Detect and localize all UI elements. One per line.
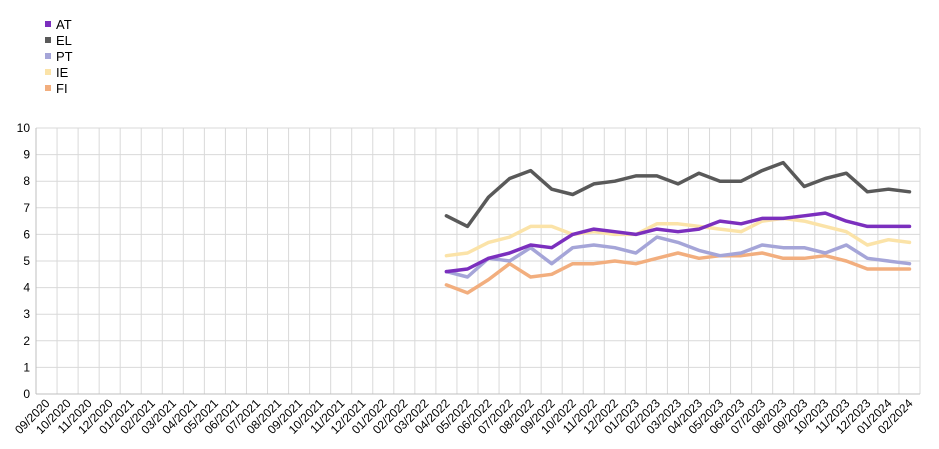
y-tick-label: 0 (23, 387, 30, 401)
y-tick-label: 7 (23, 201, 30, 215)
series-line-at (444, 211, 912, 274)
legend-marker-ie (45, 69, 51, 75)
series-line-el (444, 160, 912, 229)
y-tick-label: 1 (23, 360, 30, 374)
axes: 01234567891009/202010/202011/202012/2020… (12, 121, 920, 437)
legend-marker-el (45, 37, 51, 43)
series-lines (444, 160, 912, 295)
y-tick-label: 8 (23, 174, 30, 188)
legend-label-at: AT (56, 17, 72, 32)
y-tick-label: 9 (23, 148, 30, 162)
legend-label-pt: PT (56, 49, 73, 64)
legend-marker-at (45, 21, 51, 27)
y-tick-label: 6 (23, 227, 30, 241)
legend-label-fi: FI (56, 81, 68, 96)
legend-marker-fi (45, 85, 51, 91)
series-line-ie (444, 216, 912, 258)
y-tick-label: 5 (23, 254, 30, 268)
legend-marker-pt (45, 53, 51, 59)
y-tick-label: 3 (23, 307, 30, 321)
y-tick-label: 4 (23, 281, 30, 295)
legend-label-ie: IE (56, 65, 69, 80)
y-tick-label: 2 (23, 334, 30, 348)
legend-label-el: EL (56, 33, 72, 48)
y-tick-label: 10 (17, 121, 31, 135)
series-line-fi (444, 251, 912, 295)
series-line-pt (444, 235, 912, 279)
